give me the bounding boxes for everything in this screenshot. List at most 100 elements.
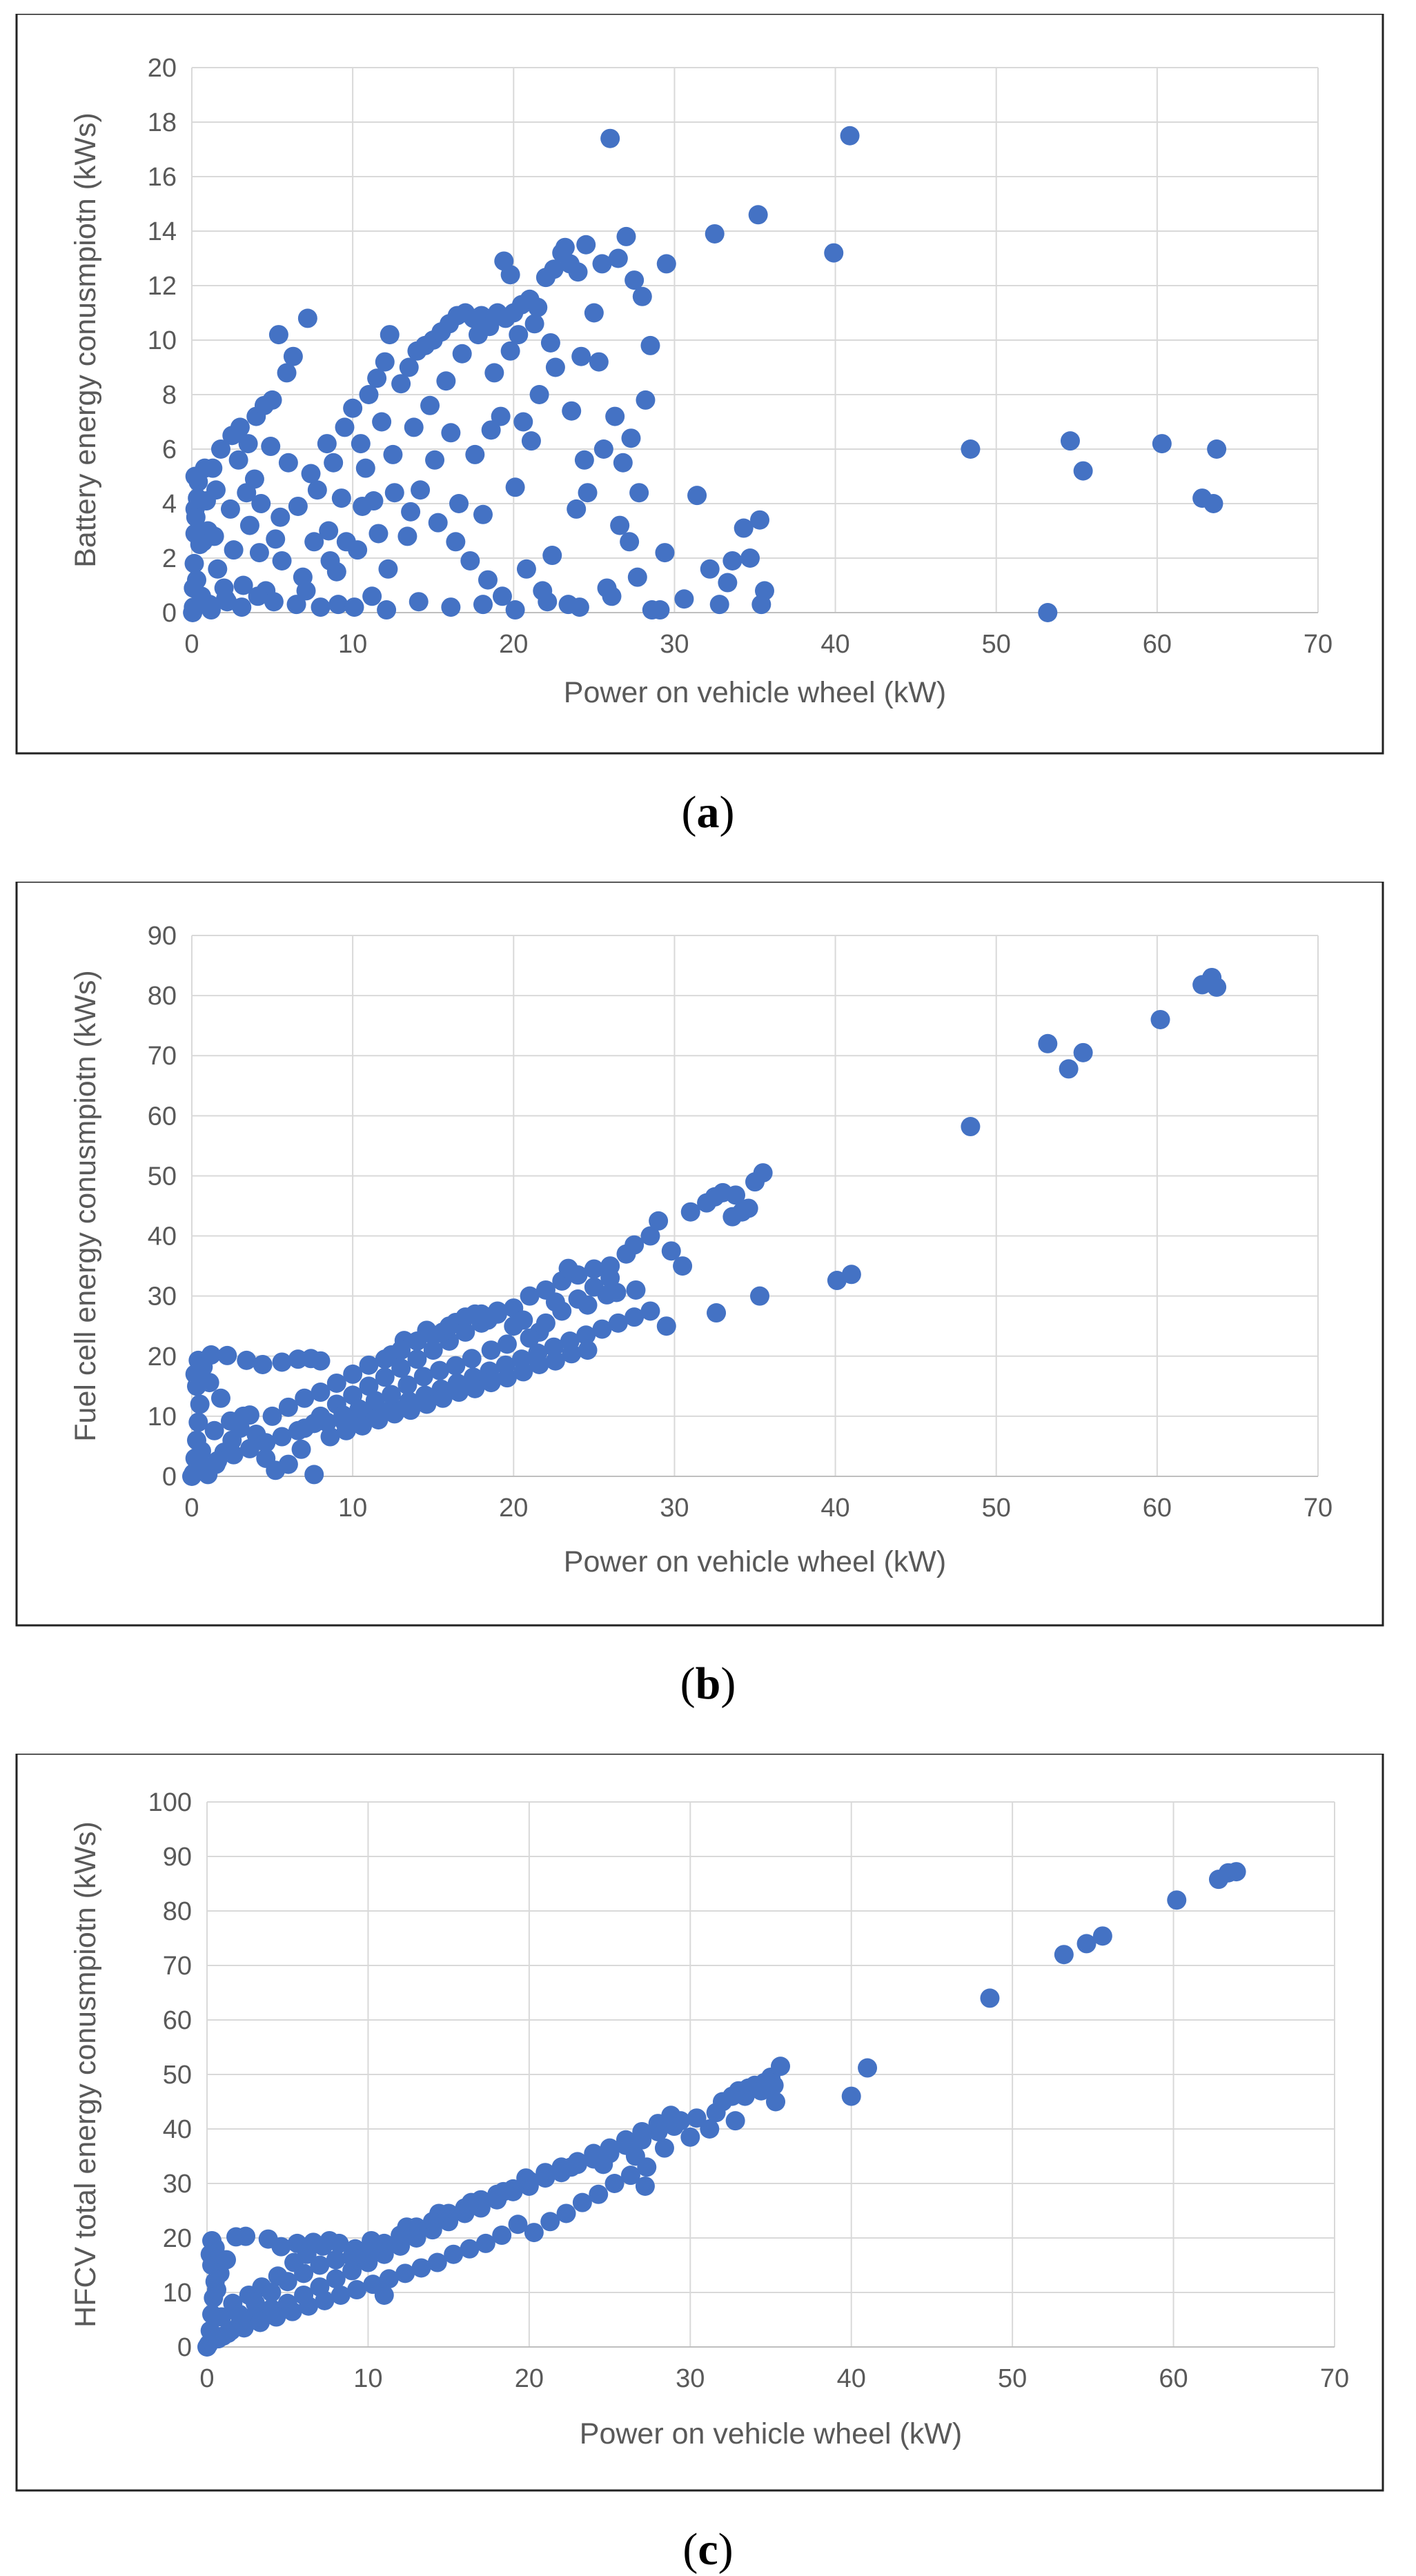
data-point	[705, 224, 725, 244]
data-point	[505, 600, 525, 620]
y-tick-label: 90	[163, 1843, 192, 1872]
data-point	[197, 2337, 217, 2357]
data-point	[266, 529, 286, 549]
data-point	[584, 2143, 604, 2163]
data-point	[277, 2272, 297, 2292]
data-point	[500, 265, 520, 285]
data-point	[271, 507, 291, 527]
data-point	[640, 1301, 660, 1321]
data-point	[326, 1373, 346, 1393]
data-point	[687, 486, 707, 506]
data-point	[262, 390, 282, 410]
data-point	[407, 1349, 427, 1369]
data-point	[215, 589, 235, 609]
data-point	[718, 573, 738, 593]
data-point	[478, 570, 498, 590]
x-tick-label: 50	[982, 630, 1011, 659]
data-point	[183, 603, 203, 622]
data-point	[315, 2290, 335, 2310]
data-point	[382, 1385, 402, 1405]
data-point	[961, 439, 981, 459]
data-point	[199, 1373, 219, 1393]
data-point	[293, 567, 313, 587]
x-tick-label: 50	[998, 2364, 1027, 2393]
data-point	[555, 237, 575, 257]
data-point	[600, 128, 620, 148]
data-point	[358, 2241, 378, 2261]
data-point	[363, 2275, 383, 2295]
data-point	[500, 341, 520, 361]
chart-panel-a: 0 2 4 6 8 10 12 14 16 18 20 0 10 20 30 40 50 60 70 Power on…	[0, 14, 1416, 759]
data-point	[229, 2304, 249, 2324]
data-point	[374, 2233, 394, 2253]
data-point	[650, 600, 670, 620]
y-tick-label: 18	[148, 108, 177, 137]
data-point	[1207, 439, 1227, 459]
y-tick-label: 10	[148, 326, 177, 355]
x-tick-label: 60	[1143, 630, 1172, 659]
data-point	[556, 2203, 576, 2223]
data-point	[524, 314, 544, 334]
chart-frame	[15, 882, 1384, 1627]
data-point	[584, 1259, 604, 1279]
data-point	[827, 1271, 847, 1291]
data-point	[297, 2244, 317, 2264]
data-point	[481, 420, 501, 440]
data-point	[700, 2119, 720, 2139]
data-point	[210, 1388, 230, 1408]
data-point	[492, 2226, 512, 2246]
data-point	[441, 423, 461, 443]
data-point	[656, 1316, 676, 1336]
data-point	[576, 235, 596, 255]
x-tick-label: 60	[1159, 2364, 1188, 2393]
data-point	[709, 595, 729, 615]
chart-c: 0 10 20 30 40 50 60 70 80 90 100 0 10 20 30 40 50 60 70 Pow…	[15, 1754, 1384, 2492]
data-point	[625, 270, 645, 290]
data-point	[648, 2114, 668, 2134]
data-point	[1226, 1862, 1246, 1882]
data-point	[567, 499, 587, 519]
data-point	[513, 412, 533, 432]
data-point	[367, 368, 387, 388]
data-point	[706, 2103, 726, 2123]
data-point	[319, 521, 339, 541]
data-point	[326, 2250, 346, 2270]
data-point	[468, 325, 488, 345]
data-point	[503, 2179, 523, 2199]
data-point	[749, 510, 769, 530]
data-point	[329, 2233, 349, 2253]
data-point	[726, 1185, 746, 1205]
y-tick-label: 6	[162, 435, 177, 464]
chart-frame	[15, 14, 1384, 755]
data-point	[640, 335, 660, 355]
data-point	[397, 526, 417, 546]
y-tick-label: 20	[148, 1343, 177, 1371]
caption-b: (b)	[680, 1658, 736, 1709]
x-tick-label: 0	[184, 630, 199, 659]
x-tick-label: 30	[660, 630, 689, 659]
data-point	[423, 1325, 443, 1345]
data-point	[378, 559, 398, 579]
data-point	[407, 1331, 427, 1351]
data-point	[256, 1433, 276, 1453]
data-point	[640, 1226, 660, 1246]
data-point	[632, 286, 652, 306]
data-point	[444, 2244, 464, 2264]
data-point	[540, 333, 560, 353]
data-point	[725, 2111, 745, 2131]
y-tick-label: 50	[163, 2061, 192, 2090]
data-point	[1059, 1059, 1079, 1079]
data-point	[185, 524, 205, 544]
data-point	[505, 477, 525, 497]
data-point	[841, 1265, 861, 1285]
data-point	[343, 1364, 363, 1384]
data-point	[359, 1355, 379, 1375]
data-point	[687, 2108, 707, 2128]
data-point	[399, 357, 419, 377]
data-point	[328, 595, 348, 615]
data-point	[427, 2252, 447, 2272]
data-point	[417, 1394, 437, 1414]
data-point	[391, 2226, 411, 2246]
data-point	[428, 513, 448, 533]
data-point	[342, 2261, 362, 2281]
